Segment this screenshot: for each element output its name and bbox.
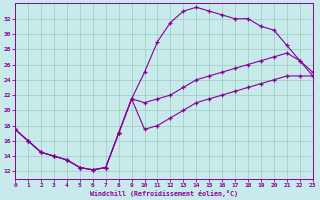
X-axis label: Windchill (Refroidissement éolien,°C): Windchill (Refroidissement éolien,°C) bbox=[90, 190, 238, 197]
